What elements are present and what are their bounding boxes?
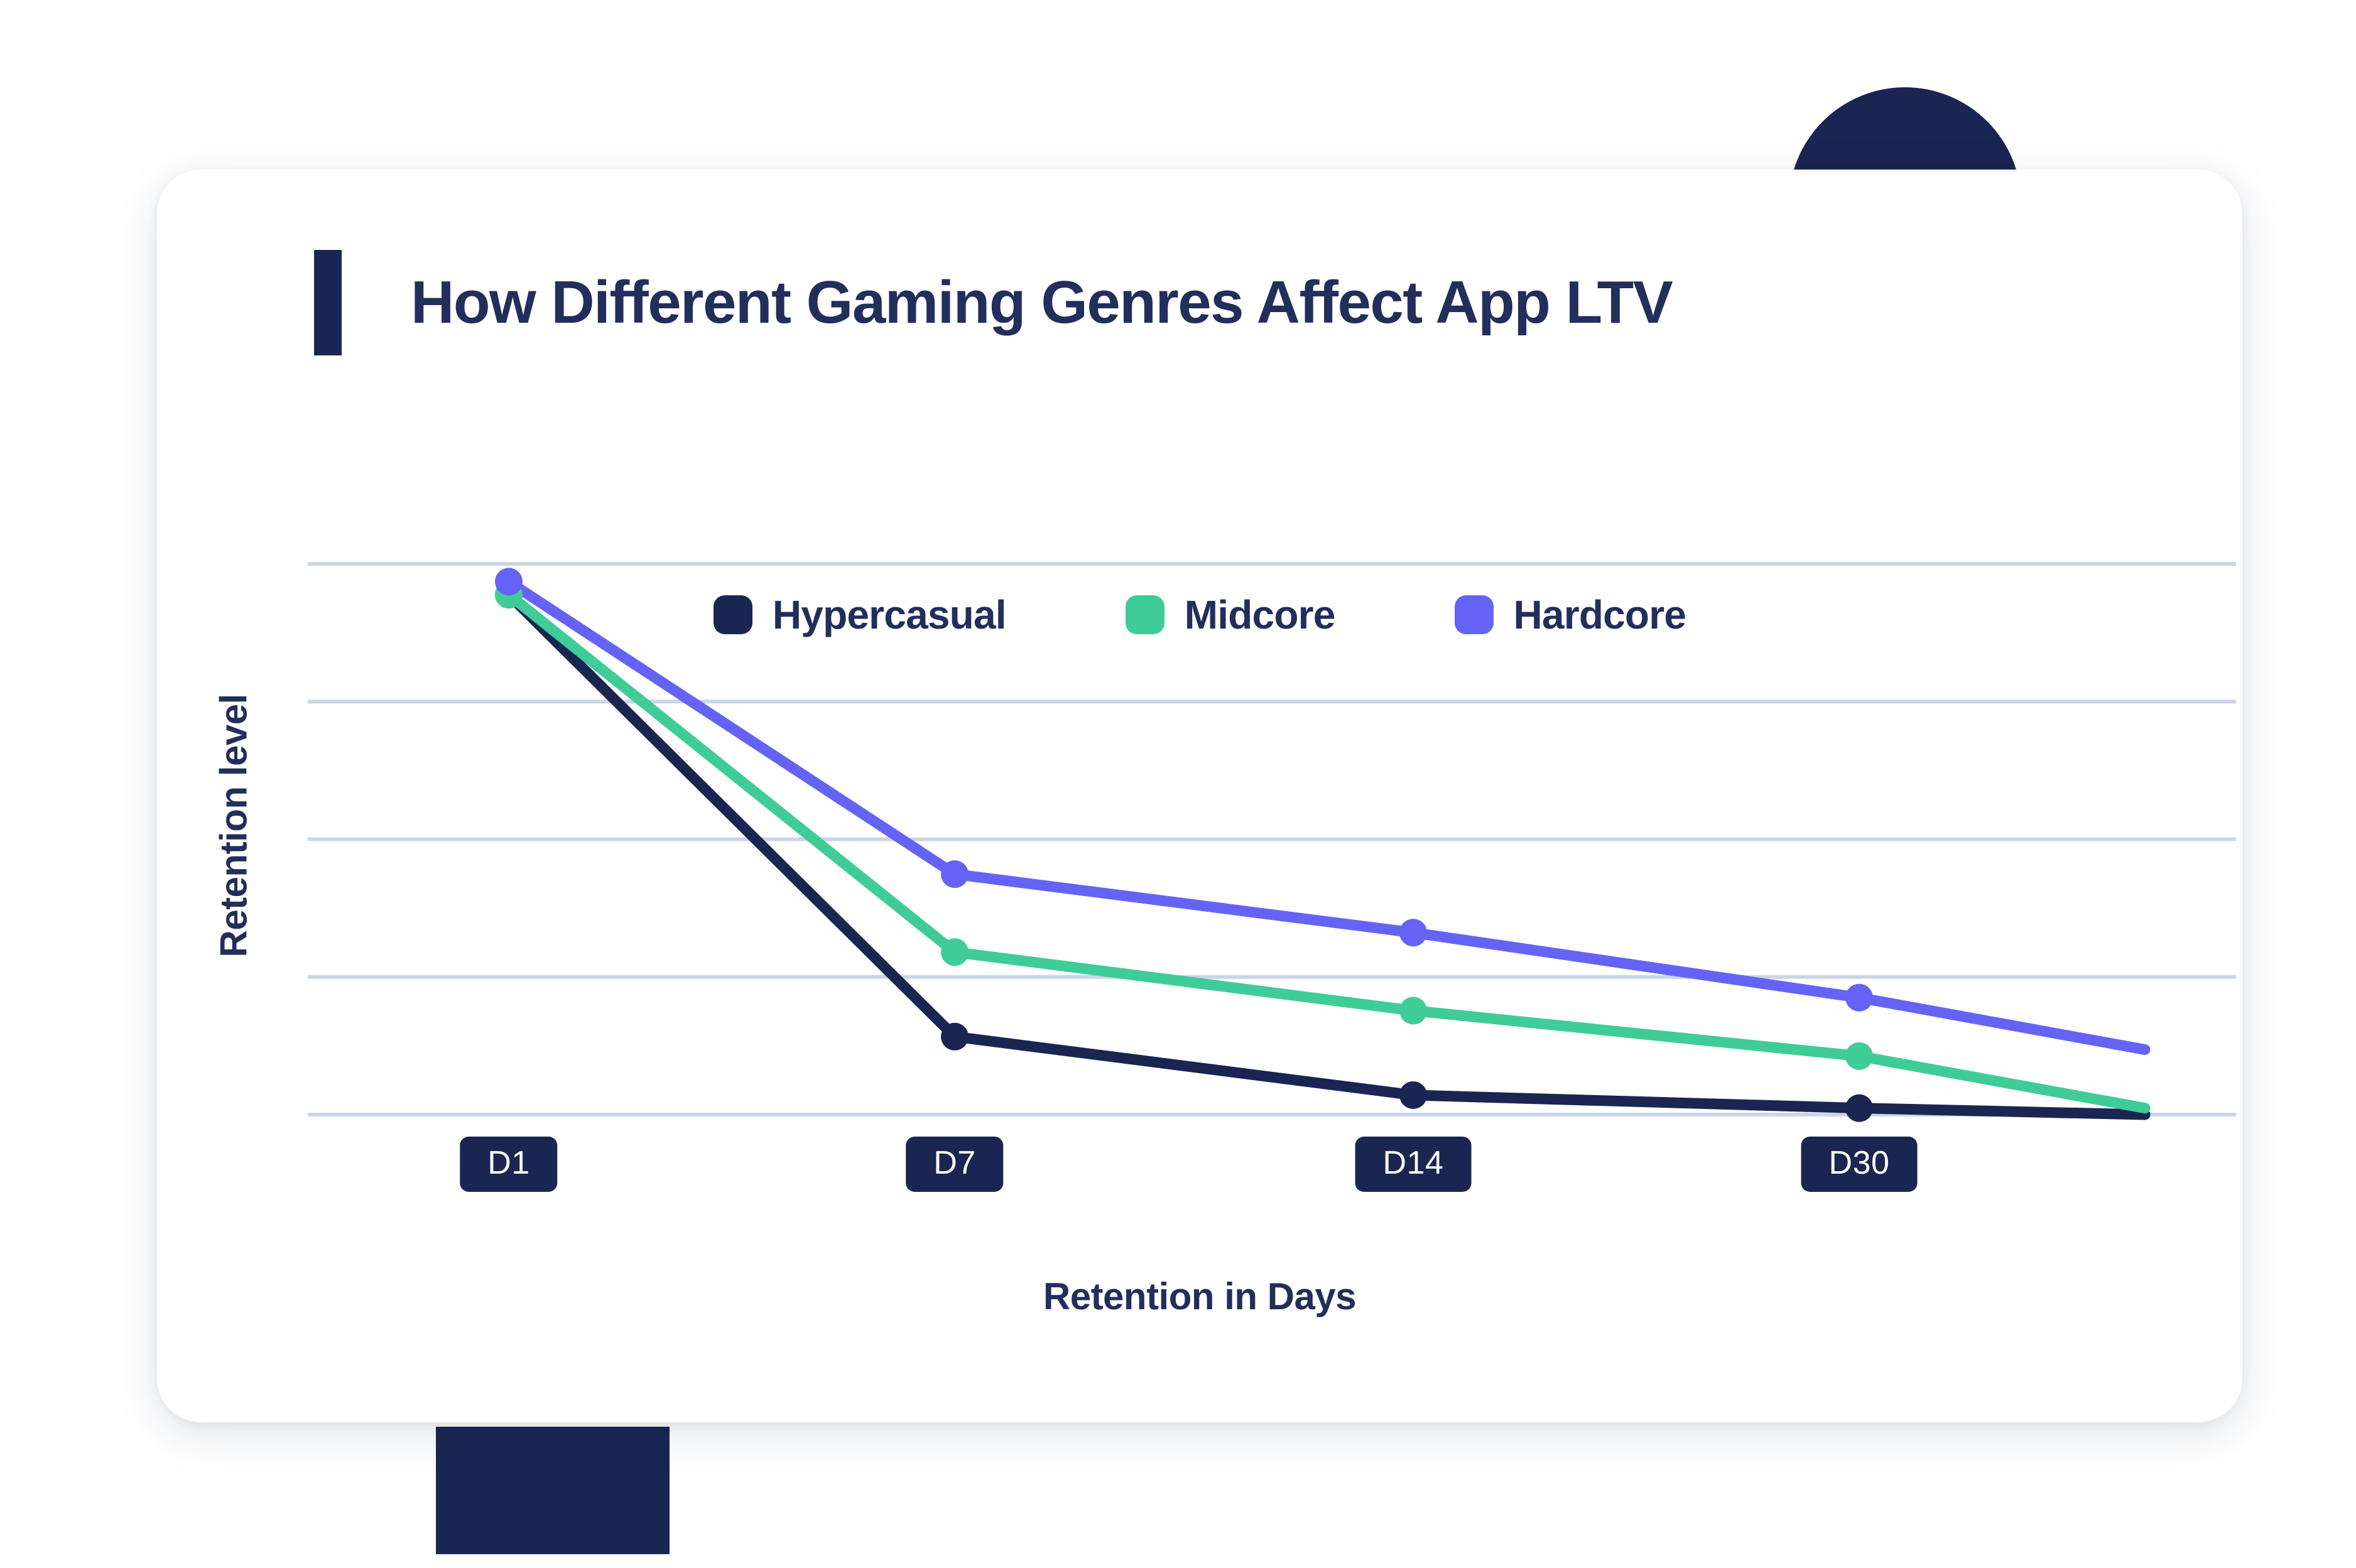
series-line-midcore bbox=[503, 589, 2151, 1114]
legend-swatch-icon-midcore bbox=[1125, 595, 1164, 634]
page-title: How Different Gaming Genres Affect App L… bbox=[411, 269, 1673, 336]
chart-legend: Hypercasual Midcore Hardcore bbox=[157, 592, 2242, 638]
data-point-hypercasual-D14[interactable] bbox=[1399, 1081, 1427, 1109]
chart-series-markers bbox=[495, 568, 1873, 1122]
data-point-midcore-D7[interactable] bbox=[941, 938, 969, 966]
data-point-hardcore-D30[interactable] bbox=[1845, 983, 1873, 1012]
x-axis-title: Retention in Days bbox=[1043, 1275, 1357, 1317]
chart-series-lines bbox=[503, 576, 2151, 1120]
series-line-hypercasual bbox=[503, 589, 2151, 1120]
legend-item-hypercasual[interactable]: Hypercasual bbox=[713, 592, 1007, 638]
series-line-hardcore bbox=[503, 576, 2151, 1055]
chart-plot-area: Retention level D1 D7 D14 D30 Retention in … bbox=[157, 170, 2242, 1422]
data-point-hardcore-D1[interactable] bbox=[495, 568, 523, 596]
legend-label-midcore: Midcore bbox=[1184, 592, 1336, 637]
chart-gridlines bbox=[308, 562, 2236, 1117]
data-point-hypercasual-D7[interactable] bbox=[941, 1022, 969, 1051]
x-tick-pill-d1: D1 bbox=[460, 1137, 558, 1192]
data-point-hardcore-D7[interactable] bbox=[941, 860, 969, 889]
title-accent-bar bbox=[314, 250, 342, 355]
legend-swatch-icon-hardcore bbox=[1454, 595, 1494, 634]
legend-swatch-icon-hypercasual bbox=[713, 595, 752, 634]
x-tick-pill-d7: D7 bbox=[906, 1137, 1004, 1192]
legend-item-hardcore[interactable]: Hardcore bbox=[1454, 592, 1686, 638]
x-tick-pill-d30: D30 bbox=[1801, 1137, 1918, 1192]
data-point-hardcore-D14[interactable] bbox=[1399, 919, 1427, 947]
x-axis-tick-labels: D1 D7 D14 D30 bbox=[157, 1137, 2242, 1193]
chart-title-block: How Different Gaming Genres Affect App L… bbox=[314, 250, 1673, 355]
x-tick-pill-d14: D14 bbox=[1355, 1137, 1472, 1192]
legend-item-midcore[interactable]: Midcore bbox=[1125, 592, 1336, 638]
line-chart-svg bbox=[308, 562, 2236, 1122]
chart-card: How Different Gaming Genres Affect App L… bbox=[157, 170, 2242, 1422]
data-point-midcore-D30[interactable] bbox=[1845, 1042, 1873, 1070]
legend-label-hardcore: Hardcore bbox=[1513, 592, 1686, 637]
data-point-hypercasual-D30[interactable] bbox=[1845, 1094, 1873, 1122]
data-point-midcore-D14[interactable] bbox=[1399, 997, 1427, 1025]
legend-label-hypercasual: Hypercasual bbox=[772, 592, 1007, 637]
decorative-square-shape bbox=[436, 1427, 670, 1554]
